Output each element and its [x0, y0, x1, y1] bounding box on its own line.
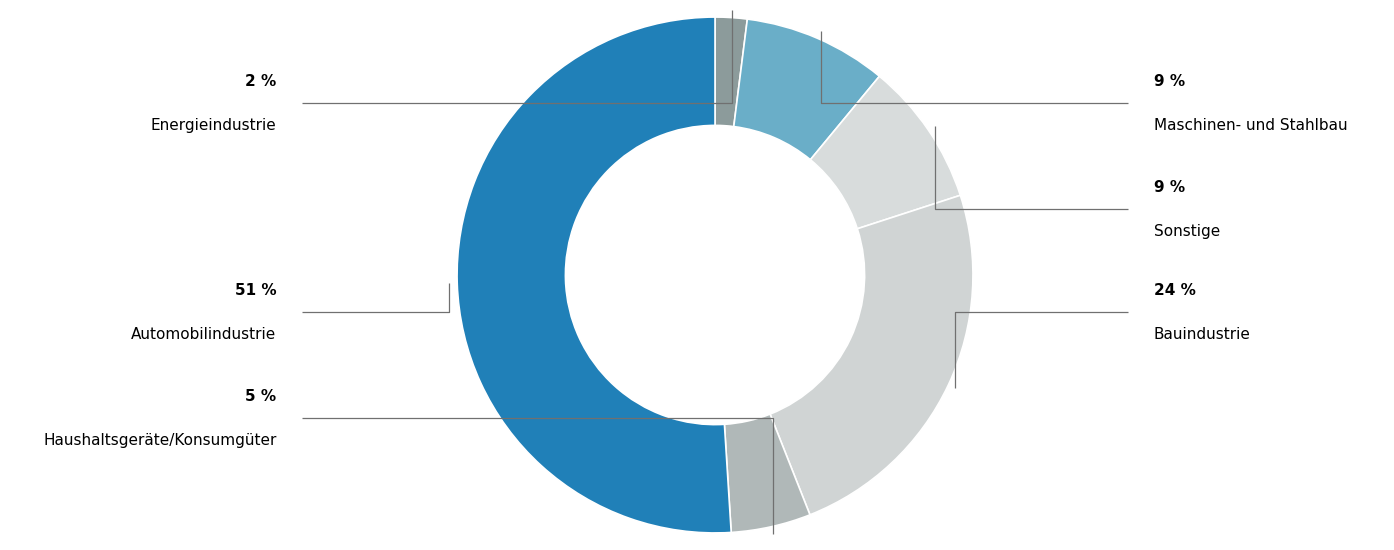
- Text: 5 %: 5 %: [245, 389, 276, 404]
- Text: 51 %: 51 %: [236, 283, 276, 298]
- Text: 2 %: 2 %: [245, 74, 276, 89]
- Text: Sonstige: Sonstige: [1153, 224, 1220, 239]
- Wedge shape: [810, 76, 960, 229]
- Text: Automobilindustrie: Automobilindustrie: [131, 327, 276, 342]
- Wedge shape: [457, 17, 732, 533]
- Wedge shape: [733, 19, 880, 160]
- Text: 9 %: 9 %: [1153, 180, 1185, 195]
- Text: 24 %: 24 %: [1153, 283, 1196, 298]
- Text: Bauindustrie: Bauindustrie: [1153, 327, 1250, 342]
- Wedge shape: [715, 17, 747, 126]
- Text: Maschinen- und Stahlbau: Maschinen- und Stahlbau: [1153, 118, 1347, 133]
- Text: Haushaltsgeräte/Konsumgüter: Haushaltsgeräte/Konsumgüter: [43, 433, 276, 448]
- Text: Energieindustrie: Energieindustrie: [151, 118, 276, 133]
- Wedge shape: [725, 414, 810, 532]
- Wedge shape: [769, 195, 973, 515]
- Text: 9 %: 9 %: [1153, 74, 1185, 89]
